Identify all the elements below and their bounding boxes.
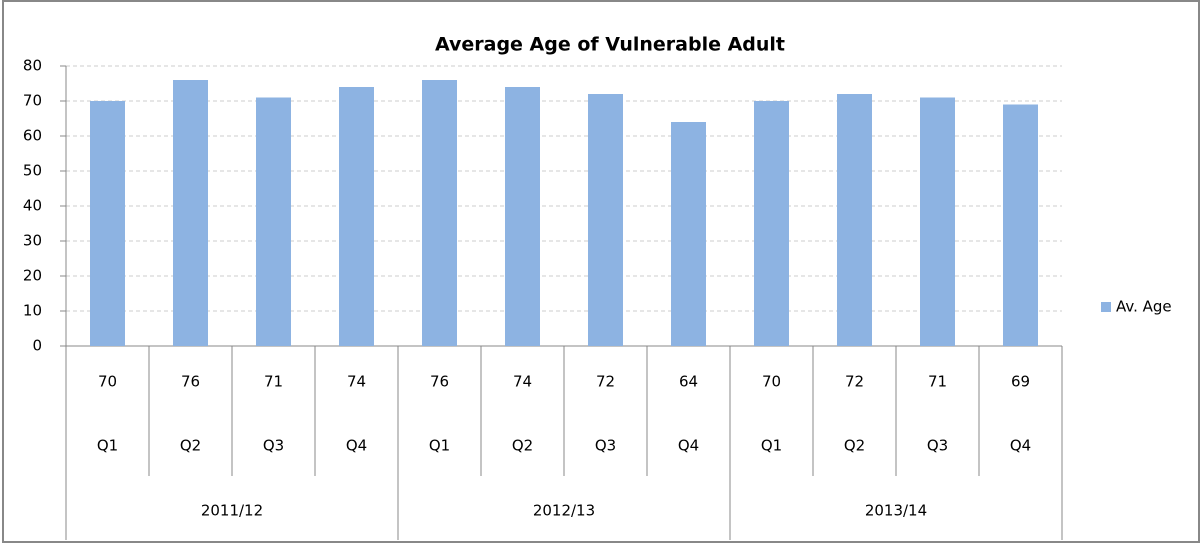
group-label: 2012/13 [533,502,595,520]
data-label: 74 [513,373,532,391]
data-label: 72 [845,373,864,391]
bar [90,101,125,346]
legend-swatch [1101,302,1111,312]
x-tick-label: Q4 [1010,437,1031,455]
data-label: 70 [762,373,781,391]
y-tick-label: 60 [23,127,42,145]
bar [671,122,706,346]
bar [173,80,208,346]
x-tick-label: Q3 [927,437,948,455]
bar [920,97,955,346]
bar [1003,104,1038,346]
x-tick-label: Q1 [429,437,450,455]
data-label: 76 [181,373,200,391]
data-label: 64 [679,373,698,391]
x-tick-label: Q2 [512,437,533,455]
y-tick-label: 50 [23,162,42,180]
bar [754,101,789,346]
x-tick-label: Q4 [346,437,367,455]
data-label: 70 [98,373,117,391]
y-tick-label: 70 [23,92,42,110]
y-tick-label: 10 [23,302,42,320]
x-tick-label: Q1 [761,437,782,455]
x-tick-label: Q2 [180,437,201,455]
x-tick-label: Q1 [97,437,118,455]
bar [256,97,291,346]
group-label: 2011/12 [201,502,263,520]
x-tick-label: Q2 [844,437,865,455]
bar [339,87,374,346]
chart-title: Average Age of Vulnerable Adult [435,34,785,56]
data-label: 76 [430,373,449,391]
y-tick-label: 80 [23,57,42,75]
y-tick-label: 20 [23,267,42,285]
bar [505,87,540,346]
y-tick-label: 30 [23,232,42,250]
x-tick-label: Q4 [678,437,699,455]
x-tick-label: Q3 [595,437,616,455]
data-label: 74 [347,373,366,391]
data-label: 71 [264,373,283,391]
data-label: 69 [1011,373,1030,391]
bar [422,80,457,346]
bar [837,94,872,346]
data-label: 72 [596,373,615,391]
legend-label: Av. Age [1116,298,1172,316]
bar [588,94,623,346]
group-label: 2013/14 [865,502,927,520]
x-tick-label: Q3 [263,437,284,455]
data-label: 71 [928,373,947,391]
y-tick-label: 40 [23,197,42,215]
y-tick-label: 0 [32,337,42,355]
